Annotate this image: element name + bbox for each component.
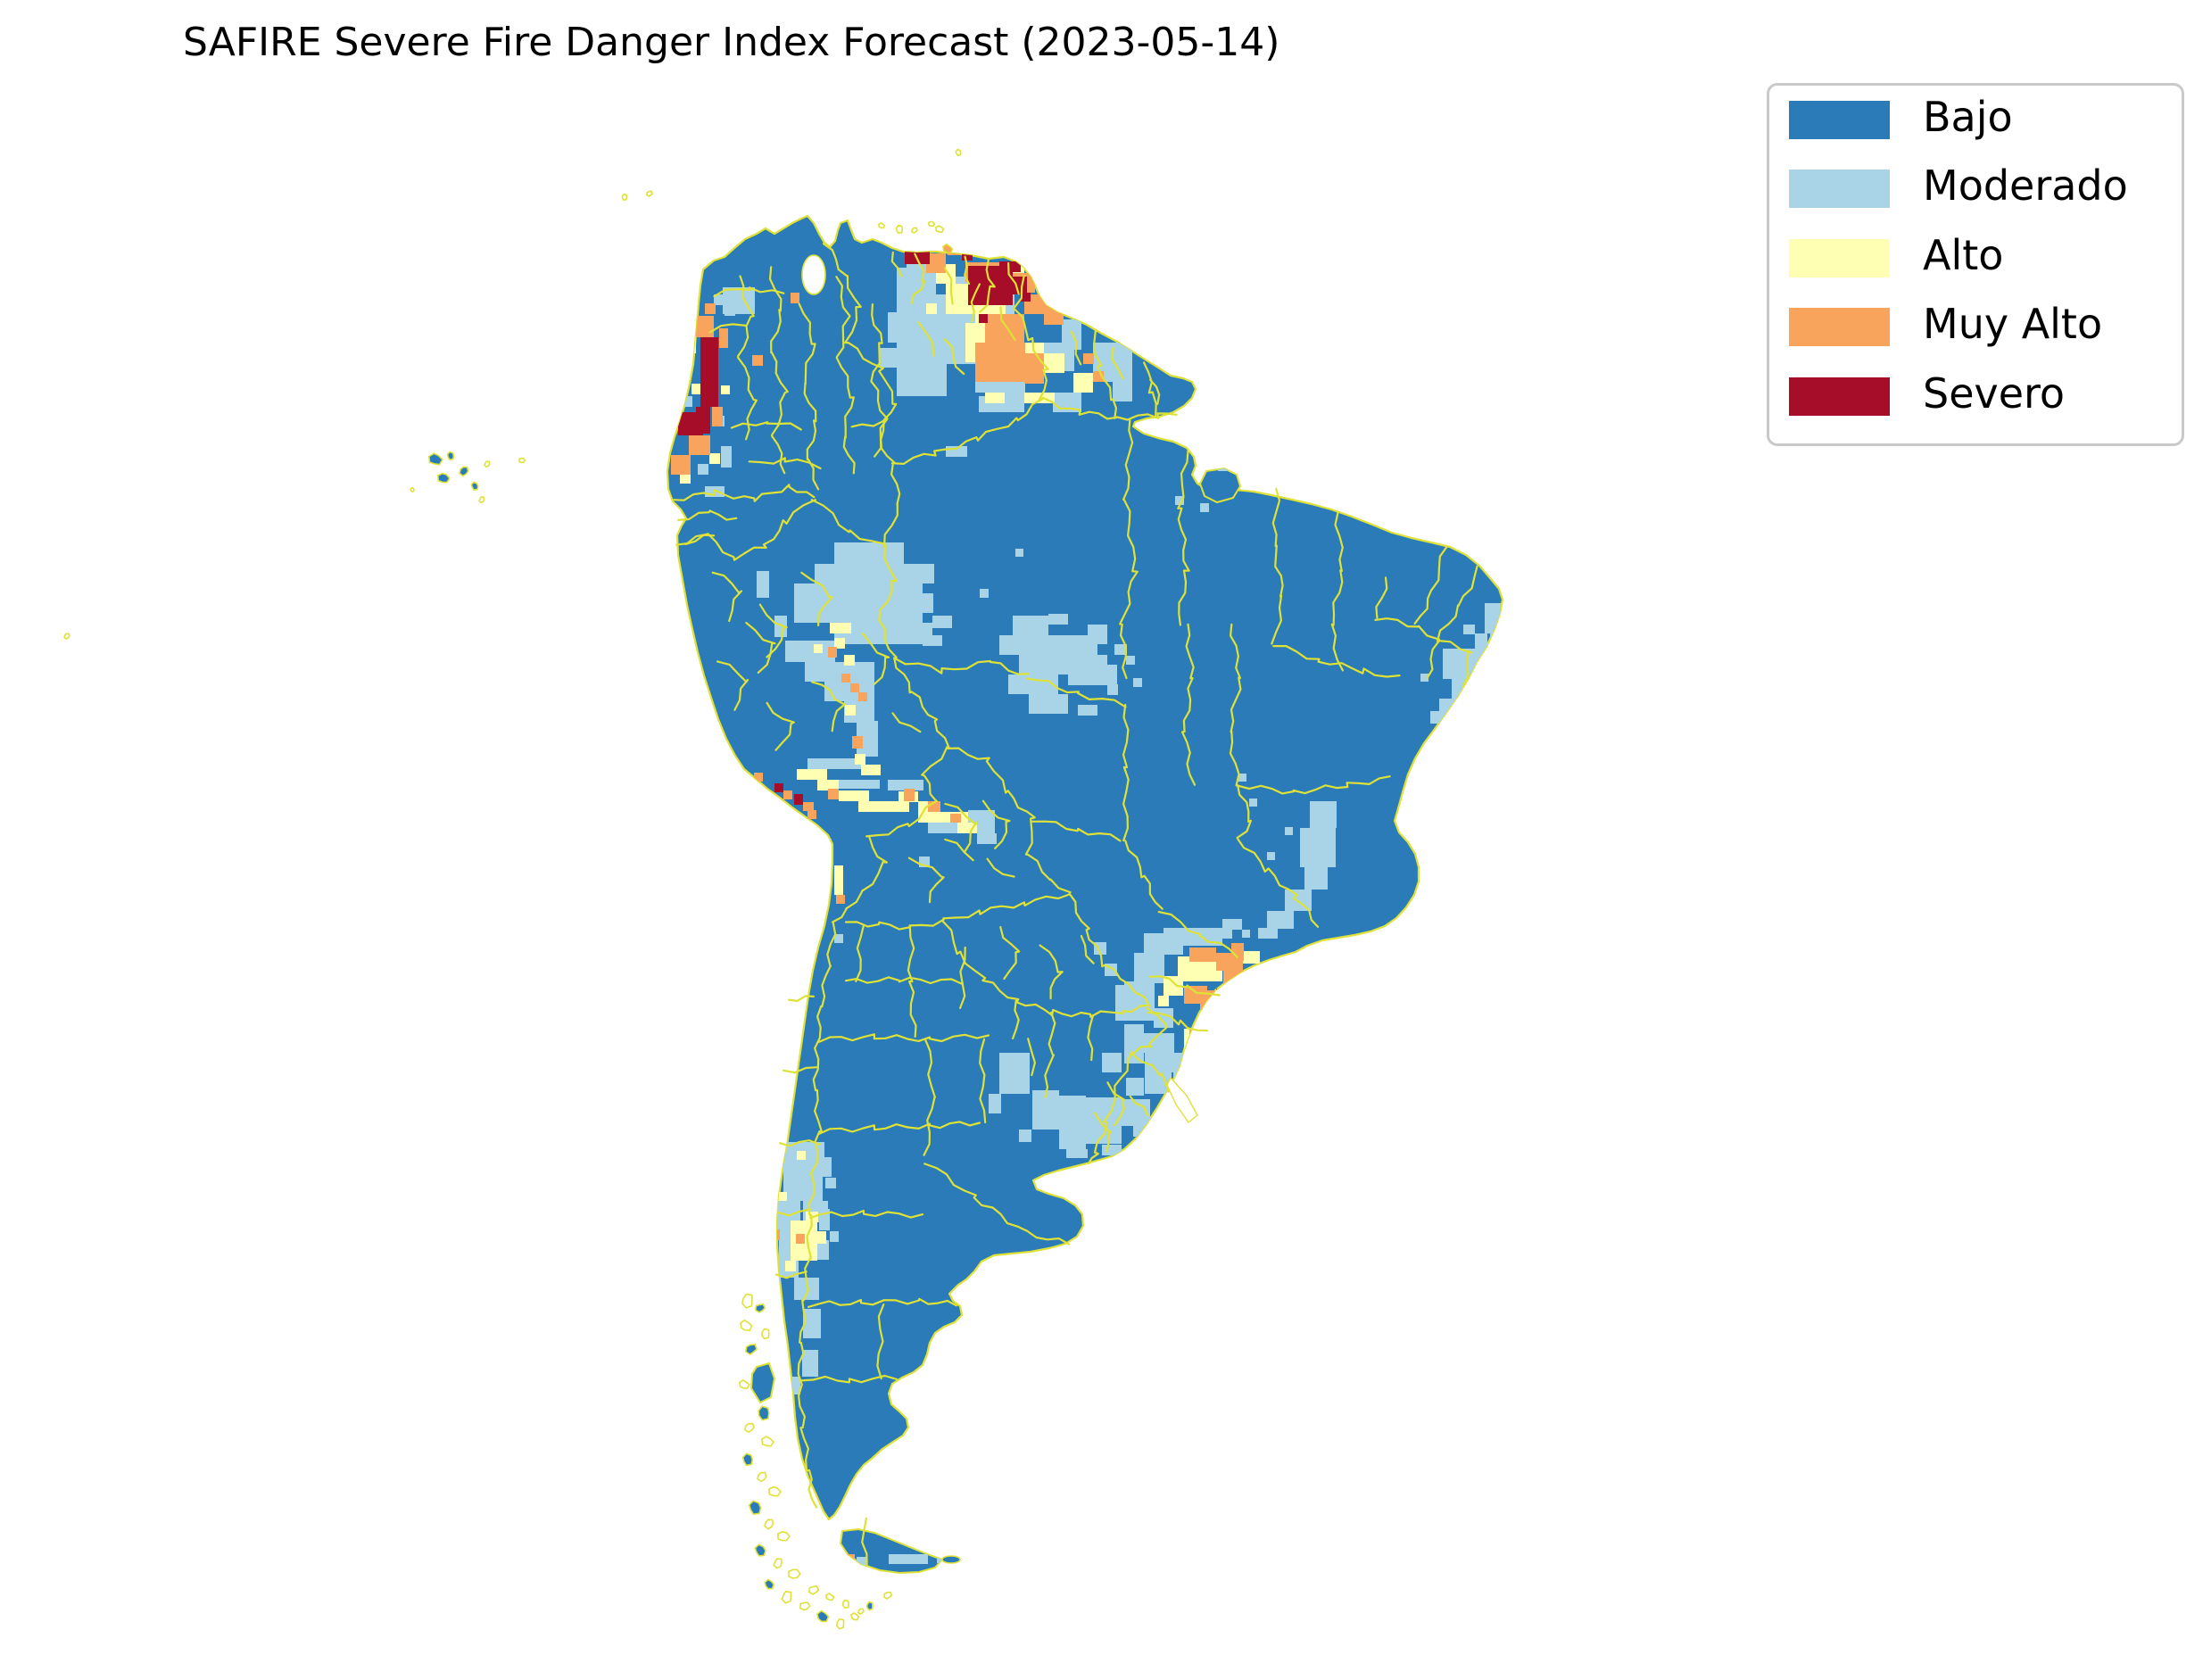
legend: Bajo Moderado Alto Muy Alto Severo [1767,83,2184,446]
legend-item-severo: Severo [1769,362,2182,431]
legend-label-muy_alto: Muy Alto [1923,300,2103,349]
region-choco-muy-alto [671,293,799,475]
map-title: SAFIRE Severe Fire Danger Index Forecast… [183,20,1280,65]
legend-label-alto: Alto [1923,230,2004,279]
admin-boundaries [672,243,1478,1567]
legend-label-severo: Severo [1923,368,2066,418]
region-west-amazon-muy-alto [828,647,867,749]
legend-item-bajo: Bajo [1769,86,2182,154]
lakes [801,254,1198,1124]
region-central-amazon-moderado [999,614,1142,716]
legend-item-muy_alto: Muy Alto [1769,293,2182,361]
region-peru-andes-muy-alto [754,773,961,904]
legend-swatch-alto [1789,238,1890,277]
region-south-brazil-muy-alto [1184,943,1249,1063]
legend-label-moderado: Moderado [1923,161,2128,211]
region-uruguay-moderado [989,1053,1172,1158]
legend-label-bajo: Bajo [1923,93,2013,141]
region-peru-coast-severo [774,783,803,805]
legend-swatch-bajo [1789,101,1890,139]
region-choco-severo [678,337,718,435]
region-andes-alto [759,1151,826,1271]
legend-item-alto: Alto [1769,224,2182,293]
region-orinoco-severo [905,252,1041,323]
region-west-amazon-alto [814,623,881,775]
coastal-islets [63,148,962,1630]
continent-landmass [666,214,1504,1575]
legend-swatch-severo [1789,377,1890,416]
legend-swatch-muy_alto [1789,308,1890,347]
legend-item-moderado: Moderado [1769,154,2182,223]
region-uruguay-alto [1160,1115,1168,1123]
legend-swatch-moderado [1789,170,1890,209]
